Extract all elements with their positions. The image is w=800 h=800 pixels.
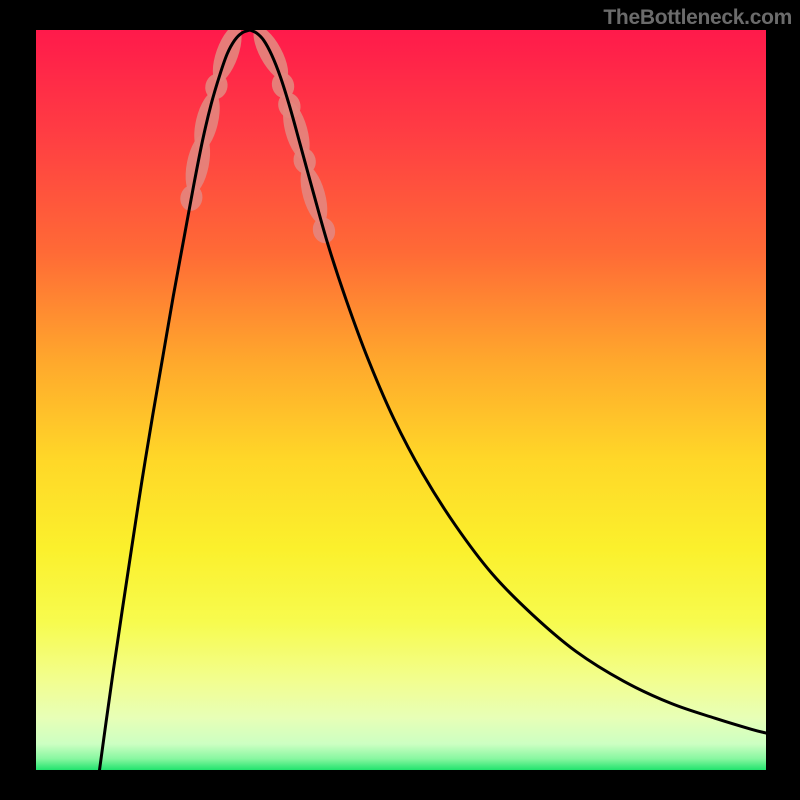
- watermark-text: TheBottleneck.com: [603, 6, 792, 30]
- figure-root: TheBottleneck.com: [0, 0, 800, 800]
- curve-left-branch: [100, 30, 250, 770]
- curve-layer: [36, 30, 766, 770]
- curve-right-branch: [250, 30, 766, 733]
- plot-area: [36, 30, 766, 770]
